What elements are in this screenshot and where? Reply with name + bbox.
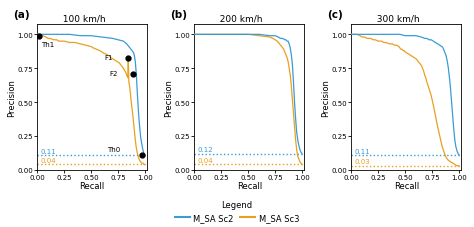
Text: 0.04: 0.04 bbox=[198, 157, 213, 163]
Text: 100 km/h: 100 km/h bbox=[57, 15, 106, 24]
Text: Th1: Th1 bbox=[42, 42, 55, 48]
Text: (b): (b) bbox=[170, 10, 187, 20]
Text: Th0: Th0 bbox=[107, 147, 120, 153]
X-axis label: Recall: Recall bbox=[237, 182, 262, 191]
Text: 0.11: 0.11 bbox=[355, 148, 370, 154]
Text: 200 km/h: 200 km/h bbox=[214, 15, 263, 24]
Legend: M_SA Sc2, M_SA Sc3: M_SA Sc2, M_SA Sc3 bbox=[172, 196, 302, 225]
Y-axis label: Precision: Precision bbox=[321, 78, 330, 116]
Text: F2: F2 bbox=[109, 71, 117, 77]
Y-axis label: Precision: Precision bbox=[7, 78, 16, 116]
X-axis label: Recall: Recall bbox=[80, 182, 105, 191]
Text: 0.03: 0.03 bbox=[355, 159, 370, 165]
Y-axis label: Precision: Precision bbox=[164, 78, 173, 116]
Text: 0.04: 0.04 bbox=[40, 157, 56, 163]
Text: (c): (c) bbox=[327, 10, 343, 20]
Text: 0.12: 0.12 bbox=[198, 147, 213, 153]
Text: (a): (a) bbox=[13, 10, 30, 20]
Text: 300 km/h: 300 km/h bbox=[371, 15, 420, 24]
Text: 0.11: 0.11 bbox=[40, 148, 56, 154]
X-axis label: Recall: Recall bbox=[394, 182, 419, 191]
Text: F1: F1 bbox=[105, 54, 113, 60]
